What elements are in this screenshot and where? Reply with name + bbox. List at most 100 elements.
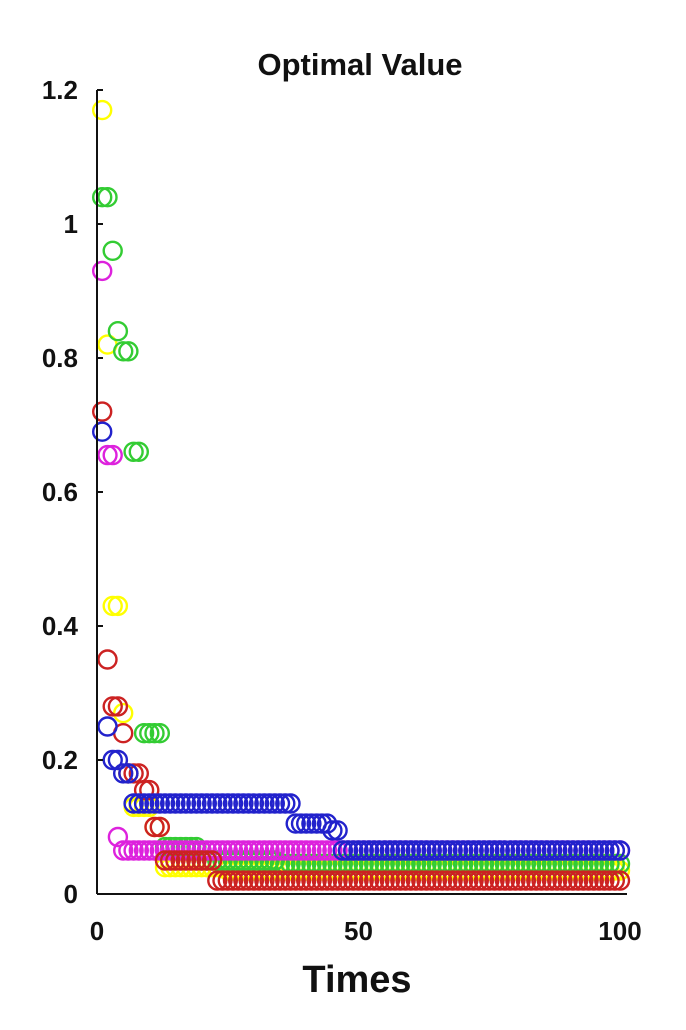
series-2 bbox=[91, 186, 631, 875]
data-point bbox=[395, 840, 416, 861]
data-point bbox=[437, 840, 458, 861]
data-point bbox=[243, 870, 265, 891]
data-point bbox=[609, 840, 631, 861]
data-point bbox=[112, 341, 134, 362]
data-point bbox=[515, 870, 537, 891]
data-point bbox=[573, 840, 594, 861]
data-point bbox=[191, 850, 212, 871]
data-point bbox=[416, 840, 437, 861]
data-point bbox=[379, 840, 401, 861]
data-point bbox=[233, 793, 254, 814]
data-point bbox=[227, 840, 249, 861]
series-1 bbox=[91, 99, 631, 881]
data-point bbox=[306, 870, 327, 891]
data-point bbox=[358, 870, 380, 891]
data-point bbox=[238, 793, 259, 814]
y-tick-label: 0 bbox=[64, 879, 78, 909]
data-point bbox=[458, 870, 479, 891]
data-point bbox=[526, 840, 547, 861]
data-point bbox=[175, 850, 197, 871]
y-tick-label: 0.2 bbox=[42, 745, 78, 775]
data-point bbox=[604, 870, 625, 891]
data-point bbox=[186, 850, 207, 871]
data-point bbox=[217, 793, 239, 814]
data-point bbox=[107, 749, 129, 771]
data-point bbox=[604, 840, 625, 861]
data-point bbox=[322, 870, 343, 891]
data-point bbox=[123, 763, 144, 784]
data-point bbox=[515, 840, 537, 861]
data-point bbox=[280, 870, 301, 891]
data-point bbox=[91, 260, 113, 282]
data-point bbox=[102, 749, 123, 771]
data-point bbox=[390, 870, 411, 891]
data-point bbox=[416, 870, 437, 891]
data-point bbox=[452, 870, 474, 891]
data-point bbox=[212, 793, 233, 814]
y-tick-label: 0.8 bbox=[42, 343, 78, 373]
data-point bbox=[139, 723, 160, 744]
data-point bbox=[573, 870, 594, 891]
data-point bbox=[107, 696, 129, 717]
data-point bbox=[489, 840, 510, 861]
data-point bbox=[364, 840, 385, 861]
data-point bbox=[468, 870, 489, 891]
data-point bbox=[97, 186, 118, 208]
data-point bbox=[254, 793, 275, 814]
data-point bbox=[426, 870, 448, 891]
data-point bbox=[510, 870, 531, 891]
data-point bbox=[212, 870, 233, 891]
series-3 bbox=[91, 260, 631, 861]
data-point bbox=[290, 813, 312, 834]
data-point bbox=[421, 840, 442, 861]
data-point bbox=[500, 870, 521, 891]
data-point bbox=[322, 820, 343, 841]
data-point bbox=[536, 840, 557, 861]
x-tick-label: 0 bbox=[90, 916, 104, 946]
data-point bbox=[301, 813, 322, 834]
data-point bbox=[343, 870, 364, 891]
data-point bbox=[227, 870, 249, 891]
data-point bbox=[118, 341, 139, 362]
data-point bbox=[332, 870, 353, 891]
data-point bbox=[102, 696, 123, 717]
data-point bbox=[426, 840, 448, 861]
data-point bbox=[452, 840, 474, 861]
data-point bbox=[159, 793, 181, 814]
data-point bbox=[442, 840, 463, 861]
data-point bbox=[97, 716, 118, 737]
data-point bbox=[196, 850, 218, 871]
data-point bbox=[280, 840, 301, 861]
data-point bbox=[348, 870, 369, 891]
data-point bbox=[123, 793, 144, 814]
data-point bbox=[301, 870, 322, 891]
data-point bbox=[332, 840, 353, 861]
data-point bbox=[348, 840, 369, 861]
data-point bbox=[599, 870, 620, 891]
data-point bbox=[238, 870, 259, 891]
data-point bbox=[170, 850, 191, 871]
data-point bbox=[123, 840, 144, 861]
data-point bbox=[578, 840, 599, 861]
data-point bbox=[541, 870, 563, 891]
data-point bbox=[201, 793, 223, 814]
data-point bbox=[609, 870, 631, 891]
data-point bbox=[473, 870, 495, 891]
data-point bbox=[337, 870, 359, 891]
data-point bbox=[432, 840, 453, 861]
data-point bbox=[102, 595, 123, 617]
data-point bbox=[102, 240, 123, 262]
data-point bbox=[107, 321, 129, 342]
data-point bbox=[259, 840, 280, 861]
data-point bbox=[102, 444, 123, 466]
data-point bbox=[280, 793, 301, 814]
data-point bbox=[358, 840, 380, 861]
data-point bbox=[531, 840, 552, 861]
data-point bbox=[531, 870, 552, 891]
data-point bbox=[458, 840, 479, 861]
data-point bbox=[463, 840, 484, 861]
data-point bbox=[510, 840, 531, 861]
data-point bbox=[118, 763, 139, 784]
y-tick-label: 0.4 bbox=[42, 611, 79, 641]
